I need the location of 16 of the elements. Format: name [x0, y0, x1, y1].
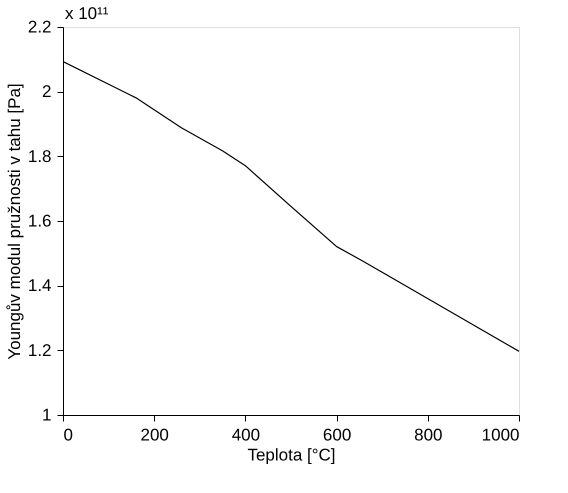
y-tick-label: 1.6: [28, 212, 52, 230]
y-axis-title: Youngův modul pružnosti v tahu [Pa]: [4, 83, 24, 360]
x-tick-label: 800: [414, 426, 442, 444]
x-axis-title: Teplota [°C]: [247, 446, 336, 464]
text: x 10¹¹: [65, 4, 109, 23]
x-tick-label: 0: [64, 426, 73, 444]
y-tick-label: 1.2: [28, 340, 52, 360]
x-tick-label: 400: [232, 426, 260, 444]
x-tick-label: 600: [322, 426, 352, 444]
y-tick-label: 1.4: [28, 276, 52, 296]
x-tick-label: 1000: [482, 426, 520, 444]
y-tick-label: 2.2: [28, 18, 52, 36]
y-tick-label: 2: [42, 82, 52, 102]
y-tick-label: 1.8: [28, 146, 52, 166]
y-tick-label: 1: [42, 406, 52, 424]
x-tick-label: 200: [140, 426, 169, 444]
